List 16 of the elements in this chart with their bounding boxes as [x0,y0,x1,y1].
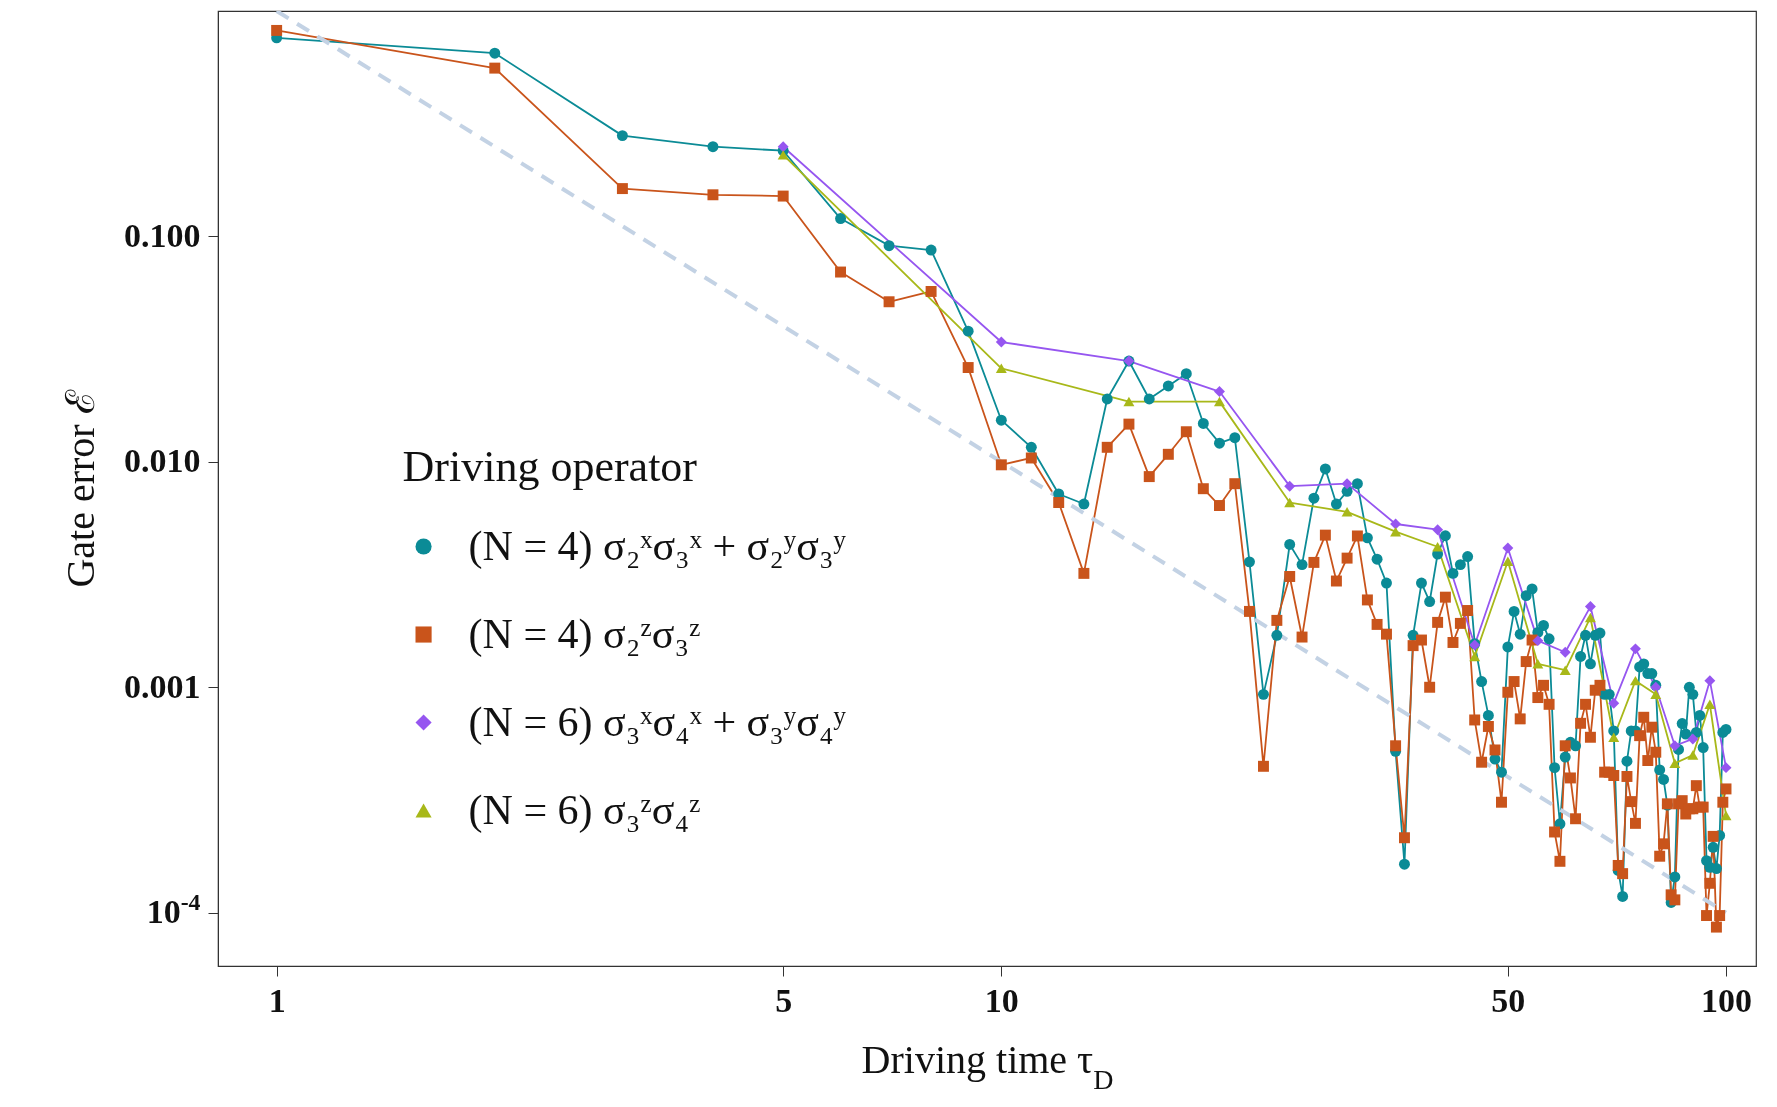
x-tick-label: 100 [1701,981,1752,1019]
legend-title: Driving operator [402,441,698,491]
x-tick-label: 50 [1491,981,1526,1019]
legend-label: (N = 6) σ₃ˣσ₄ˣ + σ₃ʸσ₄ʸ [468,698,847,746]
y-tick-label: 0.010 [124,442,201,480]
y-tick-label: 0.001 [124,667,201,705]
legend-label: (N = 6) σ₃ᶻσ₄ᶻ [468,786,701,834]
x-tick-label: 5 [775,981,793,1019]
y-tick-label: 0.100 [124,216,201,254]
x-axis-title: Driving time τ$_{D}$ [861,1036,1114,1094]
x-tick-label: 1 [268,981,286,1019]
x-tick-label: 10 [984,981,1019,1019]
legend-label: (N = 4) σ₂ᶻσ₃ᶻ [468,610,701,658]
y-axis-title: Gate error ℰ [58,389,103,588]
y-tick-label: 10$^{-4}$ [146,889,201,931]
legend-label: (N = 4) σ₂ˣσ₃ˣ + σ₂ʸσ₃ʸ [468,522,847,570]
